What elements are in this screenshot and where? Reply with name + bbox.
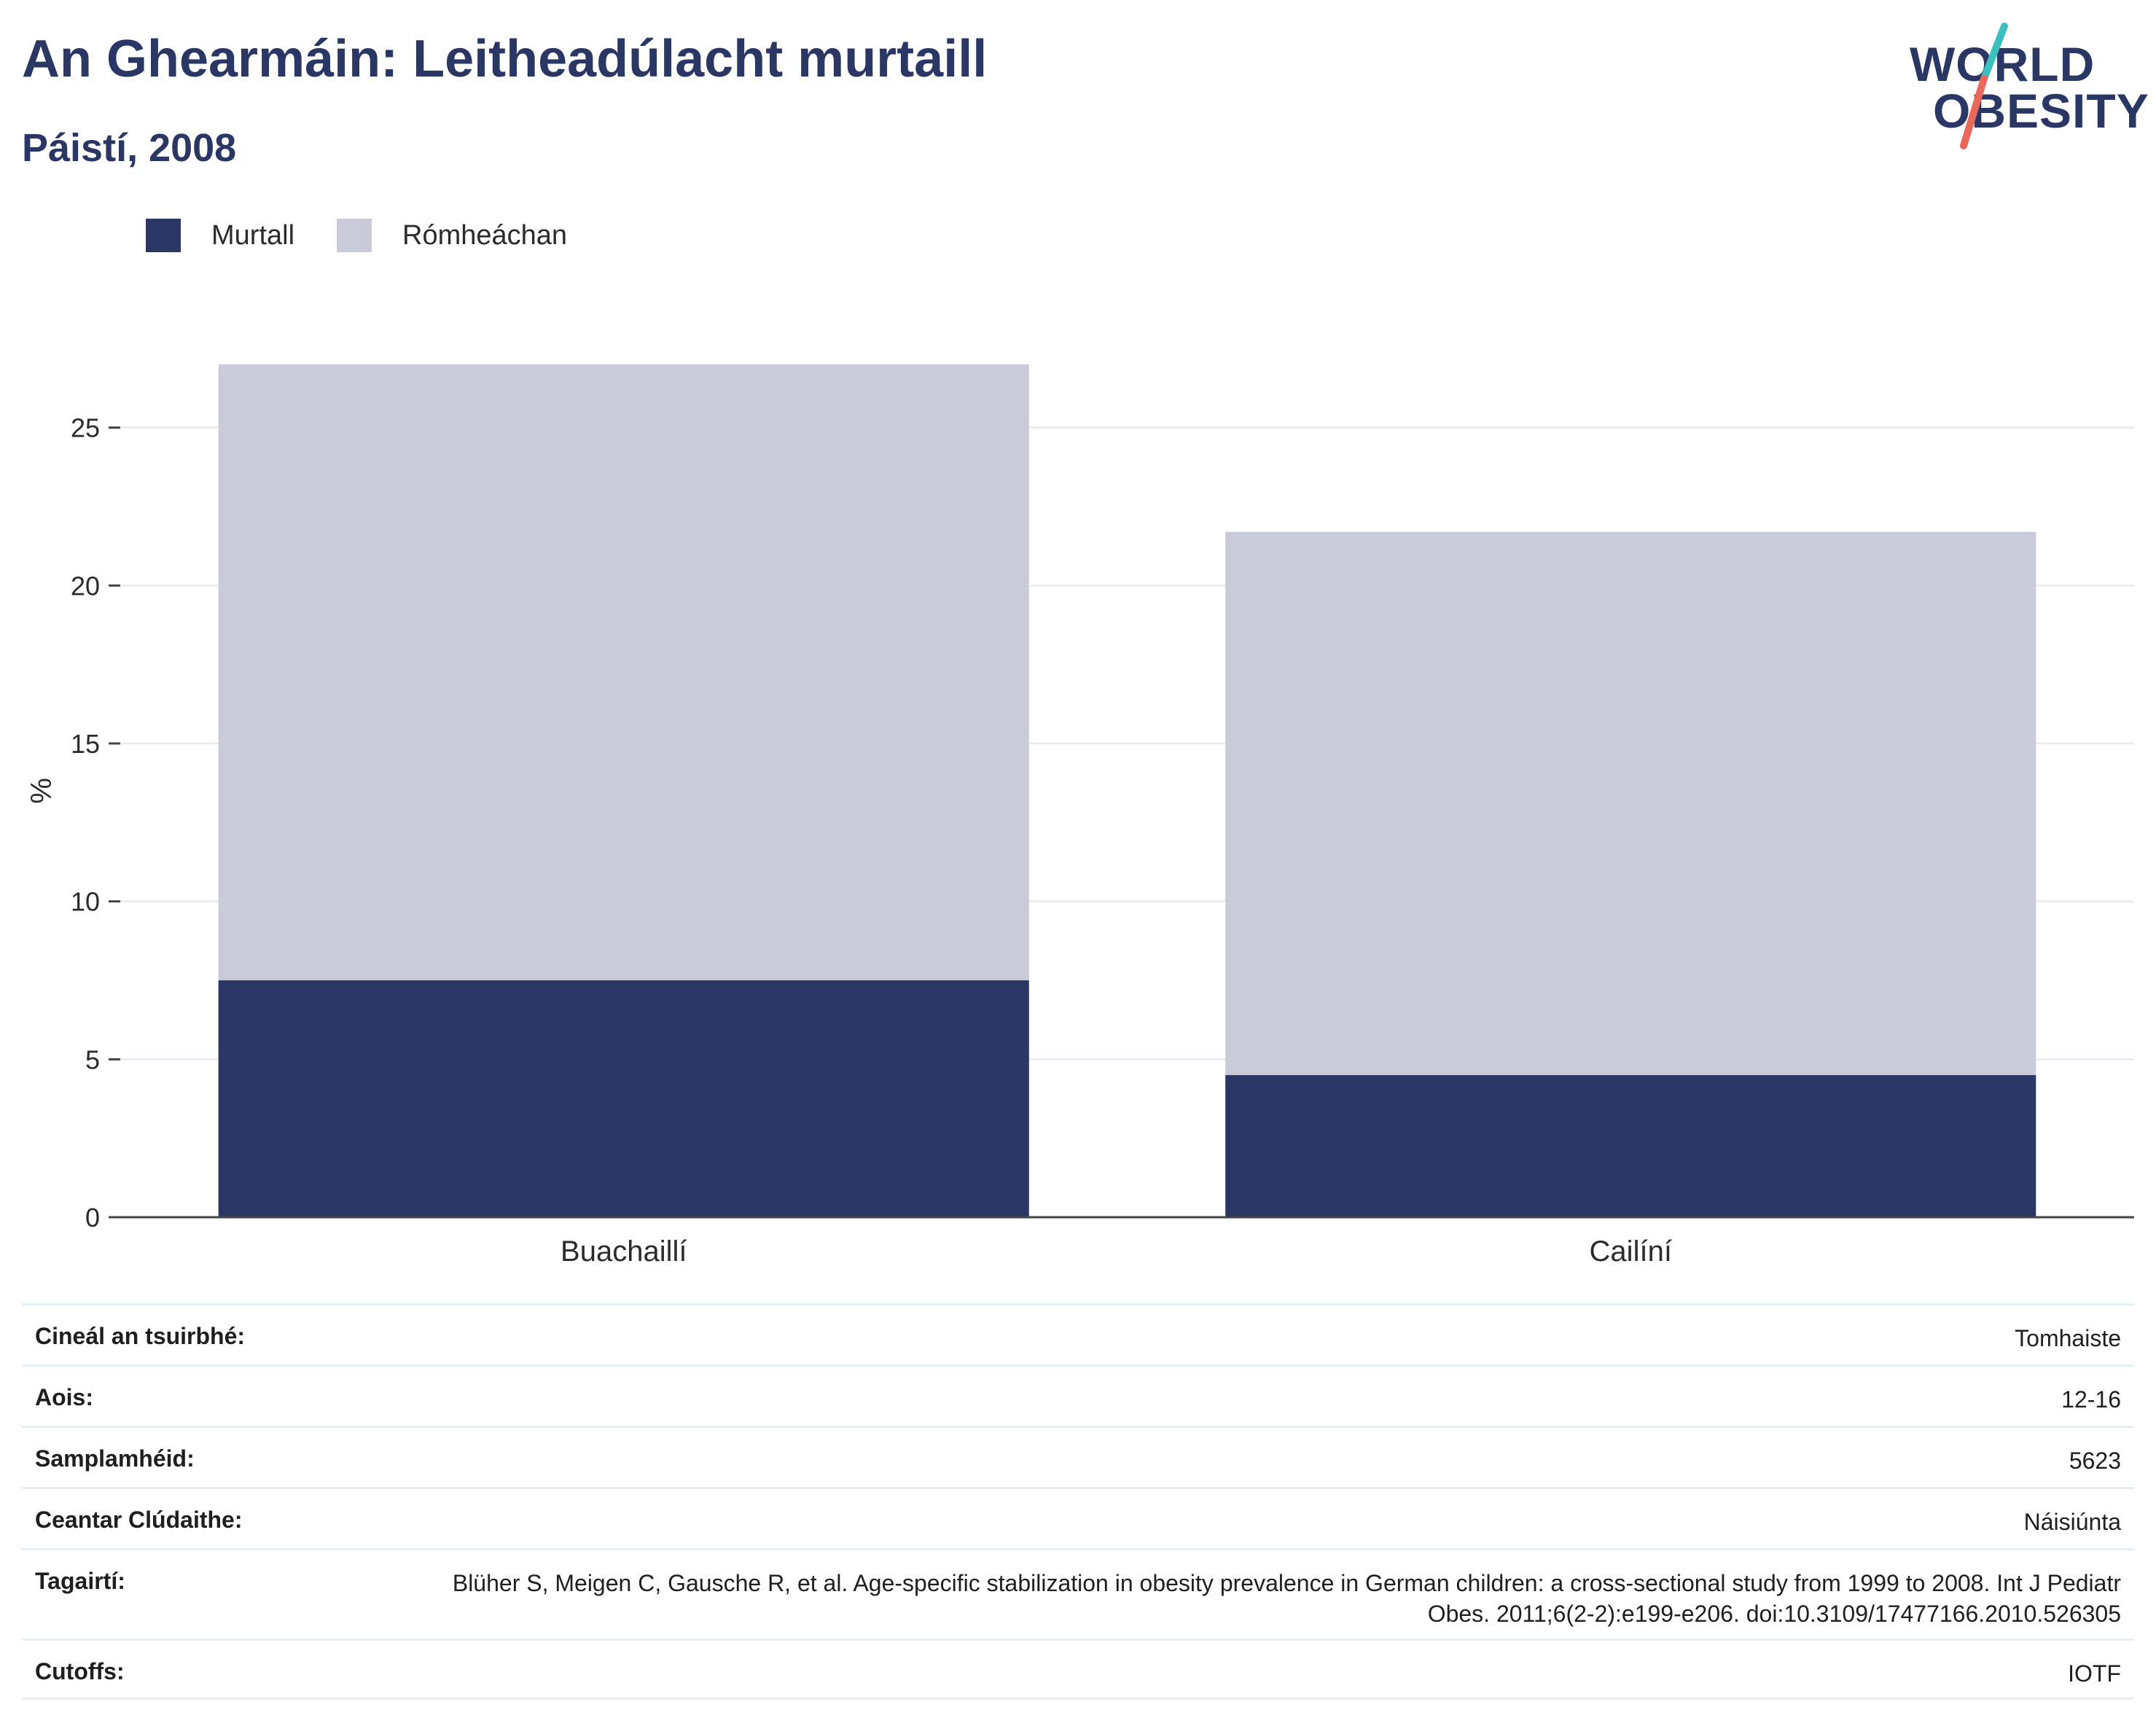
bar-chart: 0 5 10 15 20 25% Buachaillí Cailíní [26, 364, 2134, 1268]
logo-slash-icon [1960, 23, 2008, 149]
bar-overweight-girls [1225, 531, 2036, 1075]
y-tick-label: 10 [71, 887, 100, 917]
chart-title: An Ghearmáin: Leitheadúlacht murtaill [22, 30, 988, 88]
bar-obese-boys [218, 980, 1029, 1217]
info-key: Ceantar Clúdaithe: [35, 1507, 243, 1533]
info-value-reference[interactable]: Blüher S, Meigen C, Gausche R, et al. Ag… [452, 1570, 2121, 1627]
survey-info-table: Cineál an tsuirbhé: Tomhaiste Aois: 12-1… [22, 1303, 2134, 1700]
y-axis-title: % [26, 778, 58, 804]
y-tick-label: 15 [71, 729, 100, 759]
world-obesity-logo: WORLD OBESITY [1902, 22, 2149, 153]
info-value: Tomhaiste [2015, 1325, 2121, 1351]
legend-swatch-overweight [337, 219, 372, 252]
bar-obese-girls [1225, 1075, 2036, 1217]
legend-label-obese: Murtall [211, 220, 295, 251]
y-tick-label: 20 [71, 571, 100, 601]
info-row-cutoffs: Cutoffs: IOTF [22, 1639, 2134, 1700]
info-value: IOTF [2068, 1660, 2121, 1687]
info-key: Samplamhéid: [35, 1445, 195, 1472]
info-row-area-covered: Ceantar Clúdaithe: Náisiúnta [22, 1487, 2134, 1548]
info-key: Aois: [35, 1384, 93, 1410]
info-value: 12-16 [2061, 1386, 2121, 1413]
info-value: 5623 [2069, 1448, 2121, 1474]
info-key: Cineál an tsuirbhé: [35, 1323, 246, 1349]
info-value: Náisiúnta [2023, 1509, 2121, 1535]
y-tick-label: 0 [85, 1203, 100, 1233]
info-row-age: Aois: 12-16 [22, 1364, 2134, 1426]
info-key: Tagairtí: [35, 1568, 125, 1594]
legend-swatch-obese [146, 219, 181, 252]
info-row-references: Tagairtí: Blüher S, Meigen C, Gausche R,… [22, 1548, 2134, 1639]
y-tick-label: 5 [85, 1044, 100, 1074]
y-tick-label: 25 [71, 413, 100, 443]
chart-subtitle: Páistí, 2008 [22, 126, 237, 170]
logo-line-1: WORLD [1910, 37, 2096, 91]
info-key: Cutoffs: [35, 1658, 125, 1684]
info-row-sample-size: Samplamhéid: 5623 [22, 1426, 2134, 1487]
legend-label-overweight: Rómheáchan [402, 220, 568, 251]
info-row-survey-type: Cineál an tsuirbhé: Tomhaiste [22, 1303, 2134, 1364]
x-category-label: Buachaillí [561, 1235, 687, 1268]
bar-overweight-boys [218, 364, 1029, 980]
x-category-label: Cailíní [1590, 1235, 1672, 1268]
